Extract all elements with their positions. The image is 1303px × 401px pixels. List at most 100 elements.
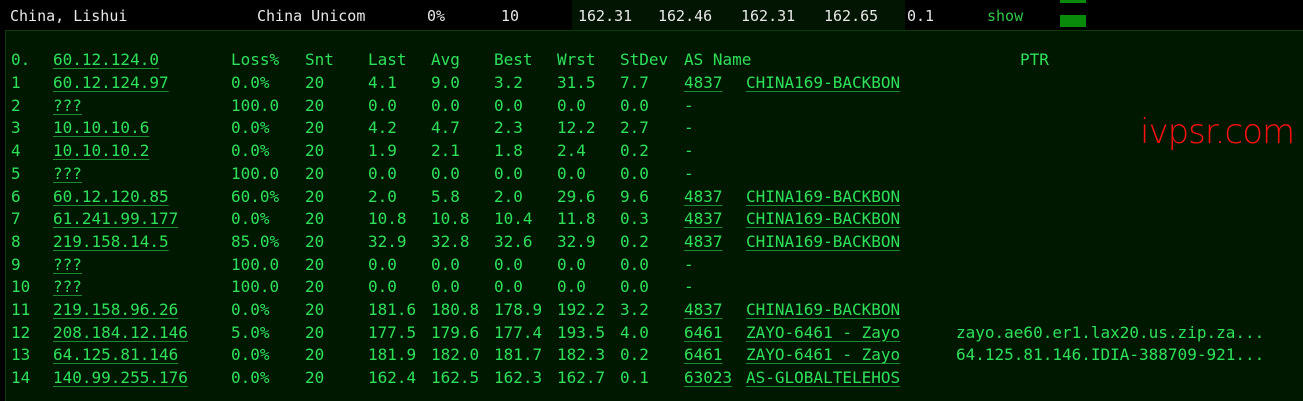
loss-bar-indicator <box>1060 15 1086 27</box>
header-best: Best <box>494 50 533 69</box>
hop-host[interactable]: ??? <box>53 254 82 274</box>
hop-last: 32.9 <box>368 231 407 251</box>
header-as-name: AS Name <box>684 50 752 69</box>
hop-asn[interactable]: 4837 <box>684 186 723 206</box>
hop-loss: 100.0 <box>231 163 280 183</box>
hop-asn[interactable]: 6461 <box>684 345 723 365</box>
hop-stdev: 7.7 <box>620 73 649 92</box>
hop-idx: 4 <box>11 141 21 161</box>
hop-wrst: 12.2 <box>557 118 596 138</box>
hop-host[interactable]: 208.184.12.146 <box>53 322 188 342</box>
header-last: Last <box>368 50 407 69</box>
header-index: 0. <box>11 50 31 69</box>
hop-row: 11 219.158.96.26 0.0% 20 181.6 180.8 178.9 192.… <box>6 300 1303 322</box>
hop-host[interactable]: 10.10.10.6 <box>53 118 150 138</box>
hop-best: 0.0 <box>494 95 523 115</box>
hop-snt: 20 <box>305 231 325 251</box>
hop-best: 178.9 <box>494 300 543 319</box>
hop-last: 177.5 <box>368 322 417 342</box>
hop-stdev: 0.2 <box>620 231 649 251</box>
hop-asname[interactable]: CHINA169-BACKBON <box>746 73 901 92</box>
hop-snt: 20 <box>305 277 325 297</box>
hop-wrst: 162.7 <box>557 368 606 388</box>
hop-asname[interactable]: CHINA169-BACKBON <box>746 300 901 319</box>
hop-idx: 9 <box>11 254 21 274</box>
hop-asn: - <box>684 95 694 115</box>
hop-row: 14 140.99.255.176 0.0% 20 162.4 162.5 162.3 162… <box>6 368 1303 390</box>
hop-host[interactable]: 10.10.10.2 <box>53 141 150 161</box>
hop-host[interactable]: ??? <box>53 163 82 183</box>
hop-last: 0.0 <box>368 254 397 274</box>
hop-host[interactable]: ??? <box>53 95 82 115</box>
hop-host[interactable]: 60.12.120.85 <box>53 186 169 206</box>
hop-idx: 8 <box>11 231 21 251</box>
hop-host[interactable]: 219.158.14.5 <box>53 231 169 251</box>
hop-asname[interactable]: ZAYO-6461 - Zayo <box>746 345 901 365</box>
hop-row: 3 10.10.10.6 0.0% 20 4.2 4.7 2.3 12.2 2.7 - <box>6 118 1303 140</box>
avg: 162.46 <box>658 7 713 25</box>
hop-row: 9??? 100.0 20 0.0 0.0 0.0 0.0 0.0 - <box>6 255 1303 277</box>
header-host-link[interactable]: 60.12.124.0 <box>53 50 159 69</box>
hop-stdev: 0.3 <box>620 209 649 229</box>
hop-avg: 10.8 <box>431 209 470 229</box>
hop-idx: 6 <box>11 186 21 206</box>
hop-stdev: 0.0 <box>620 95 649 115</box>
hop-loss: 0.0% <box>231 209 270 229</box>
hop-stdev: 2.7 <box>620 118 649 138</box>
hop-last: 0.0 <box>368 277 397 297</box>
hop-snt: 20 <box>305 186 325 206</box>
hop-asn[interactable]: 4837 <box>684 209 723 229</box>
hop-last: 4.1 <box>368 73 397 92</box>
hop-host[interactable]: 219.158.96.26 <box>53 300 179 319</box>
hop-loss: 0.0% <box>231 118 270 138</box>
hop-best: 0.0 <box>494 277 523 297</box>
hop-avg: 0.0 <box>431 95 460 115</box>
hop-asn[interactable]: 4837 <box>684 300 723 319</box>
hop-stdev: 4.0 <box>620 322 649 342</box>
hop-idx: 2 <box>11 95 21 115</box>
hop-host[interactable]: 140.99.255.176 <box>53 368 188 388</box>
hop-best: 32.6 <box>494 231 533 251</box>
hop-asname[interactable]: ZAYO-6461 - Zayo <box>746 322 901 342</box>
table-header: 0. 60.12.124.0 Loss% Snt Last Avg Best W… <box>6 50 1303 72</box>
hop-row: 7 61.241.99.177 0.0% 20 10.8 10.8 10.4 11.8 0.3 4… <box>6 209 1303 231</box>
hop-asn[interactable]: 4837 <box>684 73 723 92</box>
hop-avg: 182.0 <box>431 345 480 365</box>
hop-wrst: 192.2 <box>557 300 606 319</box>
hop-loss: 100.0 <box>231 277 280 297</box>
watermark-logo: ivpsr.com <box>1140 112 1295 152</box>
stdev: 0.1 <box>907 7 935 25</box>
hop-host[interactable]: 64.125.81.146 <box>53 345 179 365</box>
hop-row: 8 219.158.14.5 85.0% 20 32.9 32.8 32.6 32.9 0.2 4… <box>6 232 1303 254</box>
hop-asname[interactable]: CHINA169-BACKBON <box>746 209 901 229</box>
hop-asname[interactable]: CHINA169-BACKBON <box>746 186 901 206</box>
hop-idx: 13 <box>11 345 31 365</box>
hop-idx: 5 <box>11 163 21 183</box>
hop-best: 0.0 <box>494 254 523 274</box>
header-wrst: Wrst <box>557 50 596 69</box>
hop-wrst: 0.0 <box>557 163 586 183</box>
hop-avg: 0.0 <box>431 163 460 183</box>
hop-loss: 0.0% <box>231 300 270 319</box>
show-link[interactable]: show <box>987 7 1024 25</box>
hop-host[interactable]: ??? <box>53 277 82 297</box>
hop-avg: 4.7 <box>431 118 460 138</box>
hop-snt: 20 <box>305 73 325 92</box>
hop-asname[interactable]: AS-GLOBALTELEHOS <box>746 368 901 388</box>
hop-ptr: zayo.ae60.er1.lax20.us.zip.za... <box>956 322 1265 342</box>
hop-idx: 10 <box>11 277 31 297</box>
hop-snt: 20 <box>305 300 325 319</box>
hop-idx: 3 <box>11 118 21 138</box>
hop-asn[interactable]: 6461 <box>684 322 723 342</box>
hop-asn[interactable]: 4837 <box>684 231 723 251</box>
hop-stdev: 0.2 <box>620 345 649 365</box>
worst: 162.65 <box>824 7 879 25</box>
hop-asn[interactable]: 63023 <box>684 368 733 388</box>
hop-row: 2??? 100.0 20 0.0 0.0 0.0 0.0 0.0 - <box>6 96 1303 118</box>
hop-asname[interactable]: CHINA169-BACKBON <box>746 231 901 251</box>
hop-last: 181.6 <box>368 300 417 319</box>
hop-row: 5??? 100.0 20 0.0 0.0 0.0 0.0 0.0 - <box>6 164 1303 186</box>
hop-host[interactable]: 60.12.124.97 <box>53 73 169 92</box>
hop-loss: 100.0 <box>231 95 280 115</box>
hop-host[interactable]: 61.241.99.177 <box>53 209 179 229</box>
